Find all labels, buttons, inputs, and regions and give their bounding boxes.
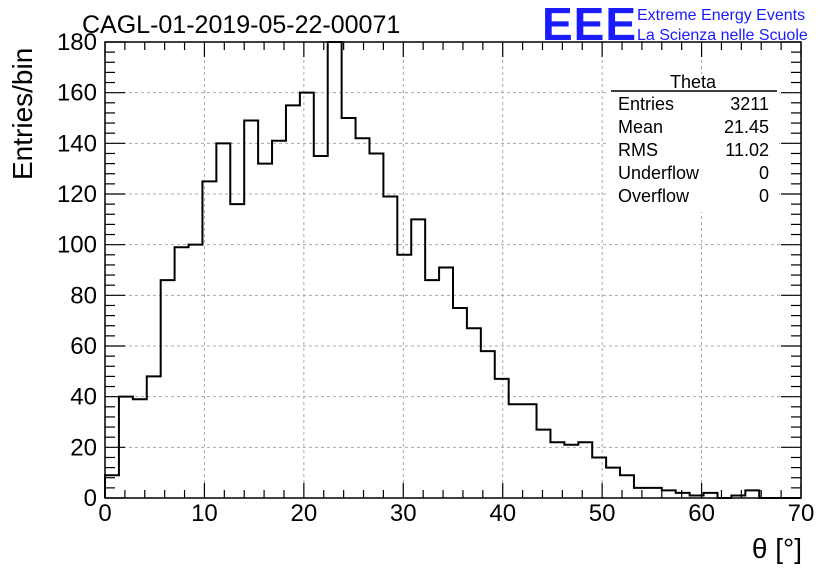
y-tick-label: 180 bbox=[57, 29, 97, 56]
histogram-bin bbox=[189, 245, 203, 498]
chart-title: CAGL-01-2019-05-22-00071 bbox=[82, 11, 400, 39]
histogram-bin bbox=[258, 164, 272, 498]
y-tick-label: 60 bbox=[70, 333, 97, 360]
histogram-bin bbox=[648, 488, 662, 498]
histogram-bin bbox=[439, 267, 453, 498]
histogram-bin bbox=[537, 430, 551, 498]
x-tick-label: 30 bbox=[390, 500, 417, 527]
histogram-bin bbox=[383, 197, 397, 498]
histogram-bin bbox=[202, 181, 216, 498]
y-tick-label: 20 bbox=[70, 434, 97, 461]
y-tick-label: 80 bbox=[70, 282, 97, 309]
histogram-bin bbox=[216, 143, 230, 498]
x-tick-label: 50 bbox=[589, 500, 616, 527]
histogram-bin bbox=[634, 488, 648, 498]
histogram-bin bbox=[564, 445, 578, 498]
stat-label: Underflow bbox=[618, 163, 700, 183]
stat-label: Mean bbox=[618, 117, 663, 137]
histogram-bin bbox=[453, 308, 467, 498]
x-axis-label: θ [°] bbox=[752, 533, 802, 564]
x-tick-label: 70 bbox=[788, 500, 815, 527]
histogram-bin bbox=[369, 153, 383, 498]
histogram-bin bbox=[704, 493, 718, 498]
histogram-bin bbox=[328, 42, 342, 498]
histogram-bin bbox=[105, 475, 119, 498]
histogram-bin bbox=[411, 219, 425, 498]
histogram-bin bbox=[286, 105, 300, 498]
x-tick-label: 40 bbox=[489, 500, 516, 527]
histogram-bin bbox=[342, 118, 356, 498]
histogram-line bbox=[104, 41, 801, 499]
histogram-bin bbox=[676, 493, 690, 498]
histogram-bin bbox=[578, 442, 592, 498]
histogram-bin bbox=[161, 280, 175, 498]
stats-box: Theta Entries 3211 Mean 21.45 RMS 11.02 … bbox=[609, 72, 779, 212]
stat-label: Overflow bbox=[618, 186, 690, 206]
histogram-bin bbox=[230, 204, 244, 498]
logo-line-1: Extreme Energy Events bbox=[637, 7, 805, 24]
axis-ticks bbox=[104, 41, 802, 499]
x-tick-label: 60 bbox=[688, 500, 715, 527]
y-axis-label: Entries/bin bbox=[7, 48, 38, 180]
histogram-bin bbox=[592, 457, 606, 498]
histogram-bin bbox=[550, 442, 564, 498]
histogram-bin bbox=[425, 280, 439, 498]
plot-frame bbox=[104, 41, 802, 499]
y-tick-label: 40 bbox=[70, 384, 97, 411]
histogram-bin bbox=[397, 255, 411, 498]
histogram-bin bbox=[495, 379, 509, 498]
x-tick-label: 0 bbox=[98, 500, 111, 527]
y-tick-label: 160 bbox=[57, 80, 97, 107]
y-tick-label: 100 bbox=[57, 232, 97, 259]
tick-labels: 0 10 20 30 40 50 60 70 0 20 40 60 80 100 120 140 160 180 bbox=[57, 29, 814, 527]
stats-box-title: Theta bbox=[670, 72, 717, 92]
stat-label: RMS bbox=[618, 140, 658, 160]
stat-value: 21.45 bbox=[724, 117, 769, 137]
x-tick-label: 10 bbox=[191, 500, 218, 527]
y-tick-label: 120 bbox=[57, 181, 97, 208]
histogram-bin bbox=[745, 490, 759, 498]
logo-line-2: La Scienza nelle Scuole bbox=[637, 27, 808, 44]
histogram-bin bbox=[481, 351, 495, 498]
histogram-bin bbox=[244, 121, 258, 498]
histogram-bin bbox=[606, 468, 620, 498]
histogram-bin bbox=[523, 404, 537, 498]
y-tick-label: 0 bbox=[84, 485, 97, 512]
y-tick-label: 140 bbox=[57, 130, 97, 157]
stat-value: 3211 bbox=[730, 94, 769, 114]
logo-acronym: EEE bbox=[542, 0, 637, 50]
histogram-bin bbox=[356, 138, 370, 498]
histogram-bin bbox=[314, 156, 328, 498]
histogram-bin bbox=[272, 141, 286, 498]
histogram-bin bbox=[133, 399, 147, 498]
stat-value: 0 bbox=[759, 163, 769, 183]
stats-box-background bbox=[609, 74, 779, 212]
histogram-bin bbox=[175, 247, 189, 498]
stat-label: Entries bbox=[618, 94, 674, 114]
histogram-bin bbox=[147, 376, 161, 498]
histogram-bin bbox=[509, 404, 523, 498]
histogram-bin bbox=[300, 93, 314, 498]
x-tick-label: 20 bbox=[291, 500, 318, 527]
logo: EEE Extreme Energy Events La Scienza nel… bbox=[542, 0, 808, 50]
histogram-bin bbox=[662, 490, 676, 498]
stat-value: 11.02 bbox=[725, 140, 769, 160]
histogram-bin bbox=[467, 328, 481, 498]
stat-value: 0 bbox=[759, 186, 769, 206]
